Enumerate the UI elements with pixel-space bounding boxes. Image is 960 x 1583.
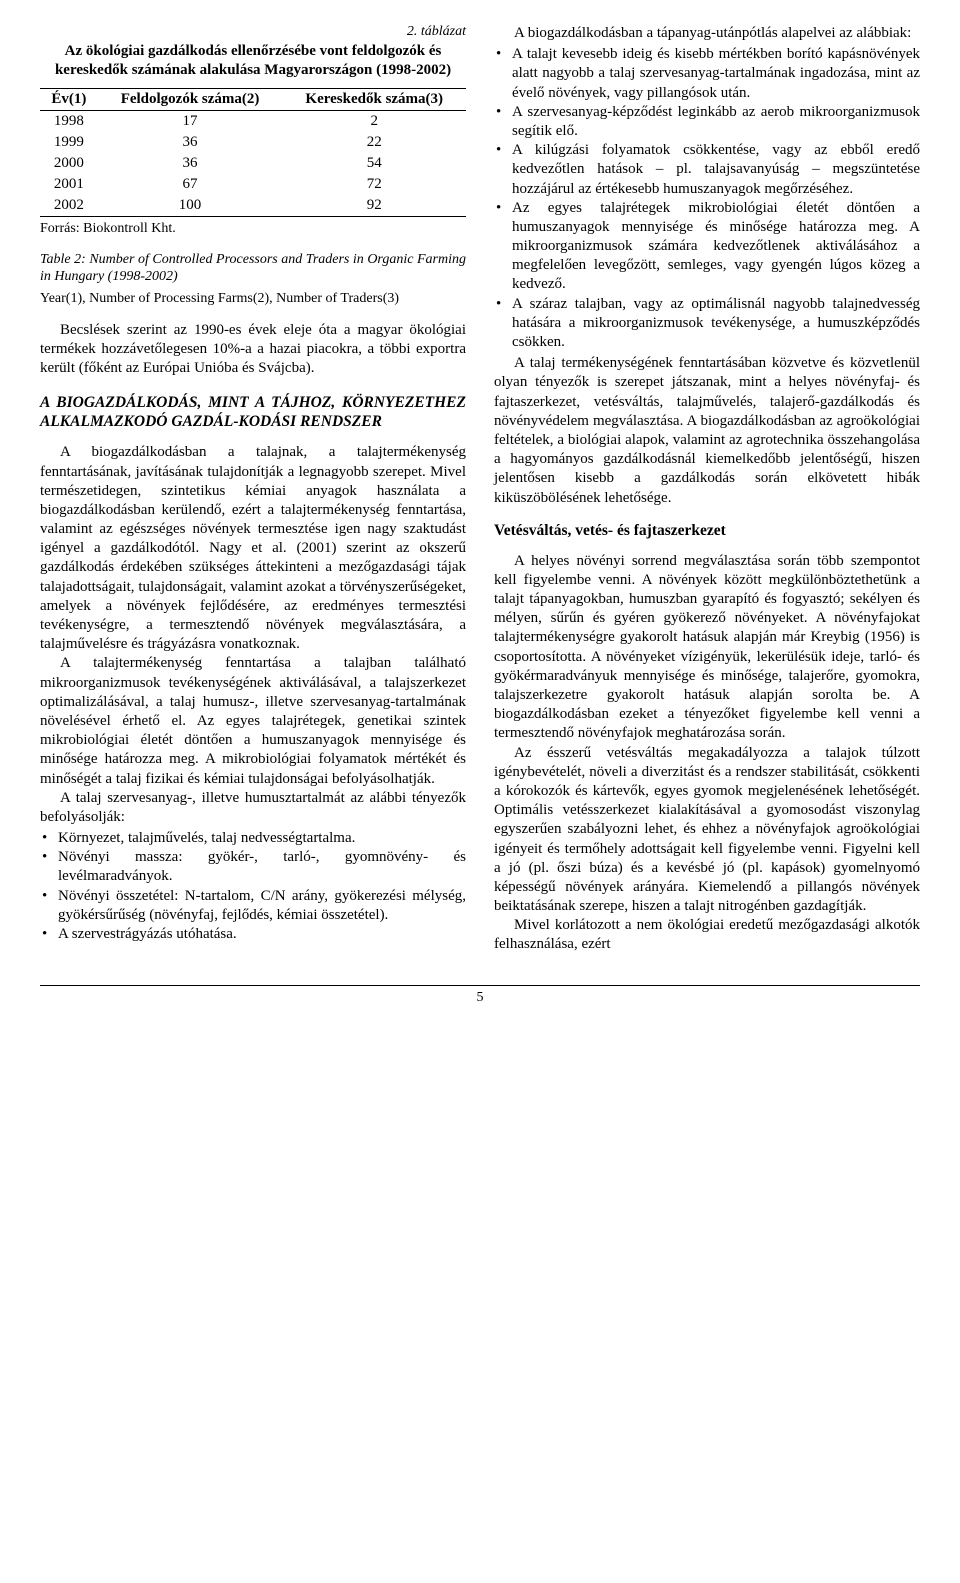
- table-cell: 2: [282, 110, 466, 132]
- table2-caption: Az ökológiai gazdálkodás ellenőrzésébe v…: [40, 42, 466, 80]
- table-cell: 36: [98, 153, 283, 174]
- table2-source: Forrás: Biokontroll Kht.: [40, 221, 466, 237]
- table-cell: 2001: [40, 174, 98, 195]
- left-bullet-list: Környezet, talajművelés, talaj nedvesség…: [40, 829, 466, 944]
- left-p1: Becslések szerint az 1990-es évek eleje …: [40, 321, 466, 379]
- table-cell: 67: [98, 174, 283, 195]
- table-cell: 2000: [40, 153, 98, 174]
- left-p3: A talajtermékenység fenntartása a talajb…: [40, 654, 466, 788]
- table-cell: 2002: [40, 195, 98, 217]
- right-p1: A biogazdálkodásban a tápanyag-utánpótlá…: [494, 24, 920, 43]
- list-item: A szervestrágyázás utóhatása.: [40, 925, 466, 944]
- list-item: A kilúgzási folyamatok csökkentése, vagy…: [494, 141, 920, 199]
- right-p5: Mivel korlátozott a nem ökológiai eredet…: [494, 916, 920, 954]
- right-subsection-heading: Vetésváltás, vetés- és fajtaszerkezet: [494, 522, 920, 540]
- table2-note-italic: Table 2: Number of Controlled Processors…: [40, 251, 466, 286]
- left-p2: A biogazdálkodásban a talajnak, a talajt…: [40, 443, 466, 654]
- left-section-heading: A BIOGAZDÁLKODÁS, MINT A TÁJHOZ, KÖRNYEZ…: [40, 393, 466, 432]
- list-item: Növényi massza: gyökér-, tarló-, gyomnöv…: [40, 848, 466, 886]
- table2-caption-number: 2. táblázat: [40, 24, 466, 40]
- table-cell: 17: [98, 110, 283, 132]
- table-cell: 54: [282, 153, 466, 174]
- table-row: 20003654: [40, 153, 466, 174]
- table2: Év(1) Feldolgozók száma(2) Kereskedők sz…: [40, 88, 466, 217]
- table-row: 1998172: [40, 110, 466, 132]
- list-item: A száraz talajban, vagy az optimálisnál …: [494, 295, 920, 353]
- table-cell: 100: [98, 195, 283, 217]
- table-cell: 22: [282, 132, 466, 153]
- right-bullet-list: A talajt kevesebb ideig és kisebb mérték…: [494, 45, 920, 352]
- table2-h3: Kereskedők száma(3): [282, 88, 466, 110]
- list-item: Az egyes talajrétegek mikrobiológiai éle…: [494, 199, 920, 295]
- list-item: Növényi összetétel: N-tartalom, C/N arán…: [40, 887, 466, 925]
- table2-h1: Év(1): [40, 88, 98, 110]
- table-cell: 1999: [40, 132, 98, 153]
- left-p4: A talaj szervesanyag-, illetve humusztar…: [40, 789, 466, 827]
- right-p2: A talaj termékenységének fenntartásában …: [494, 354, 920, 508]
- table-cell: 36: [98, 132, 283, 153]
- table2-note-plain: Year(1), Number of Processing Farms(2), …: [40, 290, 466, 308]
- table-row: 19993622: [40, 132, 466, 153]
- page-number: 5: [40, 985, 920, 1006]
- table-cell: 72: [282, 174, 466, 195]
- list-item: A talajt kevesebb ideig és kisebb mérték…: [494, 45, 920, 103]
- table-cell: 92: [282, 195, 466, 217]
- table-row: 200210092: [40, 195, 466, 217]
- table2-h2: Feldolgozók száma(2): [98, 88, 283, 110]
- table-row: 20016772: [40, 174, 466, 195]
- list-item: A szervesanyag-képződést leginkább az ae…: [494, 103, 920, 141]
- list-item: Környezet, talajművelés, talaj nedvesség…: [40, 829, 466, 848]
- right-p4: Az ésszerű vetésváltás megakadályozza a …: [494, 744, 920, 917]
- table-cell: 1998: [40, 110, 98, 132]
- right-p3: A helyes növényi sorrend megválasztása s…: [494, 552, 920, 744]
